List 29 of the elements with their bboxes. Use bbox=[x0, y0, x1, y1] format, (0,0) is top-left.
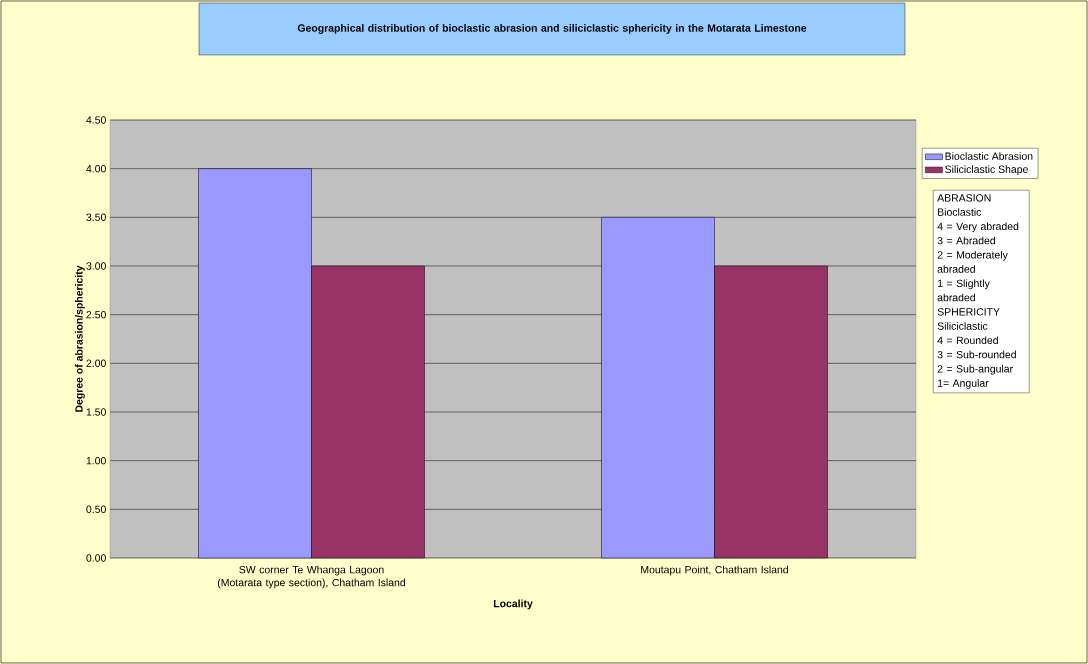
x-axis-title: Locality bbox=[493, 599, 533, 610]
x-tick-label: Moutapu Point, Chatham Island bbox=[641, 565, 788, 576]
text: 1= Angular bbox=[938, 379, 989, 389]
legend-label: Siliciclastic Shape bbox=[945, 165, 1028, 176]
text: 1 = Slightly abraded bbox=[937, 279, 990, 302]
y-axis-title: Degree of abrasion/sphericity bbox=[75, 265, 85, 412]
chart-title: Geographical distribution of bioclastic abrasion and siliciclastic sphericity in the Motarata Limestone bbox=[297, 24, 807, 34]
y-tick-label: 3.00 bbox=[86, 262, 106, 270]
y-tick-label: 0.50 bbox=[86, 505, 106, 514]
y-tick-label: 1.50 bbox=[86, 408, 106, 416]
y-tick-label: 3.50 bbox=[86, 213, 106, 222]
text: Siliciclastic bbox=[937, 322, 988, 330]
text: 4 = Very abraded bbox=[937, 222, 1019, 233]
text: 3 = Sub-rounded bbox=[937, 350, 1016, 359]
text: 4 = Rounded bbox=[937, 336, 998, 345]
x-tick-label: SW corner Te Whanga Lagoon (Motarata type section), Chatham Island bbox=[217, 565, 405, 589]
y-tick-label: 1.00 bbox=[86, 456, 106, 465]
text: SPHERICITY bbox=[937, 308, 1000, 316]
y-tick-label: 4.50 bbox=[86, 116, 106, 124]
y-tick-label: 2.00 bbox=[86, 359, 106, 368]
y-tick-label: 0.00 bbox=[86, 554, 106, 562]
text: 2 = Moderately abraded bbox=[937, 250, 1008, 273]
text: Bioclastic bbox=[938, 208, 982, 216]
y-tick-label: 4.00 bbox=[86, 164, 106, 173]
legend-label: Bioclastic Abrasion bbox=[945, 152, 1033, 160]
y-tick-label: 2.50 bbox=[86, 310, 106, 319]
text: 3 = Abraded bbox=[937, 236, 995, 245]
text: 2 = Sub-angular bbox=[937, 364, 1013, 375]
text: ABRASION bbox=[937, 194, 991, 202]
